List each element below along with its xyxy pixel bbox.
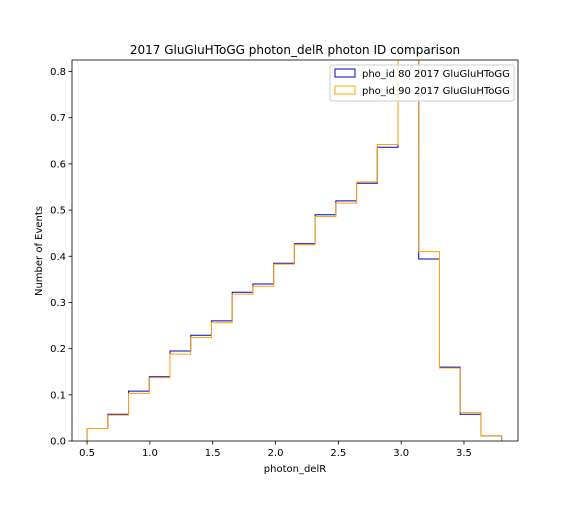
x-tick-label: 3.5 — [456, 448, 472, 459]
x-axis-label: photon_delR — [264, 464, 326, 475]
y-tick-label: 0.0 — [50, 437, 66, 448]
legend-label-pho-id-90: pho_id 90 2017 GluGluHToGG — [362, 86, 510, 97]
x-tick-label: 0.5 — [79, 448, 95, 459]
x-tick-label: 1.0 — [142, 448, 158, 459]
y-tick-label: 0.8 — [50, 67, 66, 78]
histogram-series-2 — [86, 60, 503, 441]
plot-frame — [71, 59, 519, 442]
y-tick-label: 0.6 — [50, 159, 66, 170]
x-tick-label: 1.5 — [205, 448, 221, 459]
x-tick-label: 2.5 — [330, 448, 346, 459]
legend: pho_id 80 2017 GluGluHToGG pho_id 90 201… — [329, 64, 515, 102]
chart-title: 2017 GluGluHToGG photon_delR photon ID c… — [130, 43, 460, 57]
series-layer — [86, 60, 503, 441]
legend-box — [329, 64, 515, 102]
y-tick-label: 0.3 — [50, 298, 66, 309]
legend-swatch-pho-id-80 — [334, 68, 356, 78]
y-axis-label: Number of Events — [34, 206, 45, 296]
x-tick-label: 3.0 — [393, 448, 409, 459]
y-tick-label: 0.7 — [50, 113, 66, 124]
y-tick-label: 0.4 — [50, 252, 66, 263]
axes-layer: 0.5 1.0 1.5 2.0 2.5 3.0 3.5 0.0 0.1 0.2 0.3 0.4 0.5 0… — [50, 59, 519, 459]
x-tick-label: 2.0 — [268, 448, 284, 459]
y-tick-label: 0.2 — [50, 344, 66, 355]
y-tick-label: 0.1 — [50, 390, 66, 401]
y-tick-label: 0.5 — [50, 206, 66, 217]
legend-label-pho-id-80: pho_id 80 2017 GluGluHToGG — [362, 69, 510, 80]
legend-swatch-pho-id-90 — [334, 85, 356, 95]
